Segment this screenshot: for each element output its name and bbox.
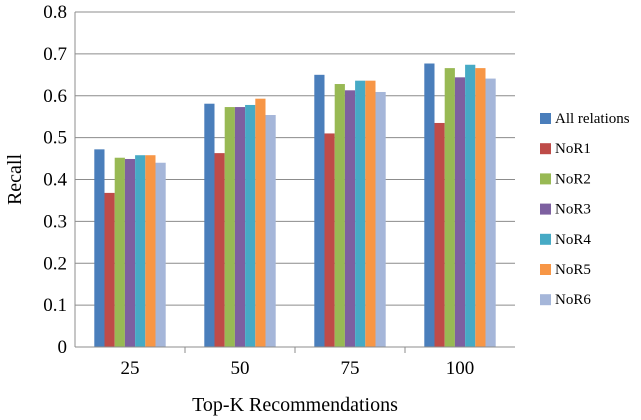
bar-nor6 [155,162,166,347]
x-axis-title: Top-K Recommendations [192,394,398,416]
bar-all-relations [314,74,325,347]
y-tick-label: 0.6 [43,86,67,107]
y-axis-title: Recall [4,154,26,206]
bar-nor3 [124,158,136,347]
legend-label: NoR4 [555,232,591,248]
bars [94,63,496,348]
bar-nor5 [255,98,266,348]
bar-nor1 [214,153,225,347]
bar-nor1 [434,122,445,347]
x-tick-label: 100 [446,358,475,379]
y-tick-label: 0.2 [43,253,67,274]
legend-label: NoR2 [555,171,591,187]
bar-nor2 [224,107,235,348]
legend-swatch [540,113,551,124]
x-tick-label: 75 [341,358,360,379]
y-tick-label: 0.3 [43,211,67,232]
legend-label: NoR3 [555,202,591,218]
bar-nor5 [145,155,156,347]
bar-nor6 [265,115,276,347]
bar-nor5 [365,80,376,348]
bar-nor6 [375,91,386,347]
legend-swatch [540,143,551,155]
bar-nor2 [334,84,345,348]
bar-nor3 [344,90,356,348]
legend-label: All relations [555,111,630,127]
bar-nor3 [234,107,246,348]
bar-all-relations [94,149,105,347]
legend-label: NoR5 [555,262,591,278]
legend-swatch [540,294,551,306]
bar-nor4 [135,155,146,347]
bar-nor1 [324,133,335,347]
y-tick-label: 0.8 [43,2,67,23]
y-tick-label: 0.5 [43,128,67,149]
bar-nor5 [475,68,486,348]
legend-swatch [540,203,551,215]
bar-nor1 [104,192,115,347]
bar-nor4 [245,104,256,348]
legend-label: NoR6 [555,292,591,308]
bar-nor6 [485,78,496,348]
x-tick-label: 25 [121,358,140,379]
legend-swatch [540,264,551,275]
y-tick-label: 0.7 [43,44,67,65]
bar-nor3 [454,77,466,347]
bar-nor4 [465,64,476,347]
y-tick-label: 0.1 [43,295,67,316]
bar-nor2 [114,157,125,347]
bar-nor4 [355,80,366,348]
tick-labels: 0 0.1 0.2 0.3 0.4 0.5 0.6 0.7 0.8 25 50 75 100 [43,2,474,379]
legend-swatch [540,173,551,185]
bar-all-relations [204,103,215,347]
legend-label: NoR1 [555,141,591,157]
bar-all-relations [424,63,435,347]
bar-nor2 [444,68,455,348]
legend-swatch [540,233,551,245]
y-tick-label: 0.4 [43,170,67,191]
x-tick-label: 50 [231,358,250,379]
axes [74,12,515,353]
y-tick-label: 0 [58,337,68,358]
legend: All relations NoR1 NoR2 NoR3 NoR4 NoR5 NoR6 [540,111,630,308]
